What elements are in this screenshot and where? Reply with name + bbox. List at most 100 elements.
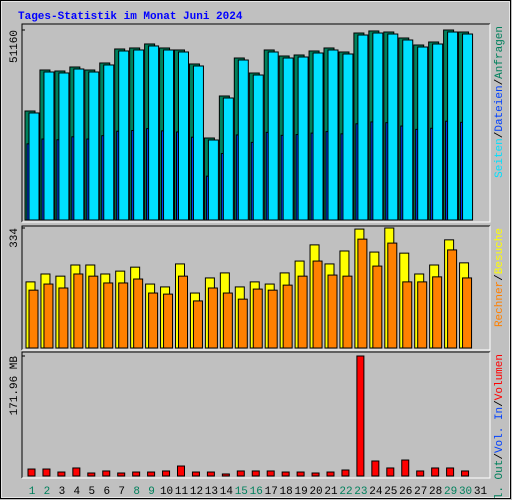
bar: [387, 242, 398, 349]
bar: [118, 50, 130, 221]
bar: [103, 282, 114, 349]
bar: [282, 57, 294, 221]
bar: [192, 65, 204, 221]
x-tick-label: 11: [175, 486, 189, 498]
x-tick-label: 10: [160, 486, 173, 498]
bar: [327, 49, 339, 221]
x-tick-label: 18: [280, 486, 293, 498]
bar: [27, 468, 36, 477]
bar: [133, 278, 144, 349]
x-tick-label: 15: [235, 486, 248, 498]
x-tick-label: 19: [294, 486, 307, 498]
x-tick-label: 30: [459, 486, 472, 498]
legend-separator: /: [494, 453, 506, 460]
bar: [266, 470, 275, 477]
bar: [402, 39, 414, 221]
bar: [372, 32, 384, 221]
bar: [326, 471, 335, 477]
x-tick-label: 27: [414, 486, 427, 498]
bar: [342, 275, 353, 349]
bar: [103, 64, 115, 221]
bar: [73, 273, 84, 349]
bar: [43, 283, 54, 349]
bar: [133, 49, 145, 221]
x-tick-label: 7: [118, 486, 125, 498]
bar: [222, 292, 233, 349]
bar: [432, 276, 443, 349]
legend-separator: /: [494, 274, 506, 281]
bar: [148, 292, 159, 349]
bar: [58, 72, 70, 221]
legend: Rechner/Besuche: [494, 228, 506, 327]
bar: [461, 470, 470, 477]
bar: [222, 97, 234, 221]
bar: [117, 472, 126, 477]
panel-bevel-dark: [21, 351, 490, 478]
bar: [206, 471, 215, 477]
bar: [342, 53, 354, 221]
x-tick-label: 12: [190, 486, 203, 498]
y-tick-label: 51160: [9, 30, 21, 63]
bar: [401, 459, 410, 477]
bar: [386, 467, 395, 477]
x-tick-label: 8: [133, 486, 140, 498]
bar: [73, 68, 85, 221]
bar: [282, 284, 293, 349]
bar: [163, 293, 174, 349]
bar: [191, 471, 200, 477]
bar: [341, 469, 350, 477]
legend: Seiten/Dateien/Anfragen: [494, 26, 506, 178]
bar: [163, 49, 175, 221]
x-tick-label: 25: [384, 486, 397, 498]
bar: [28, 289, 39, 349]
y-tick-label: 334: [9, 228, 21, 248]
bar: [387, 33, 399, 221]
bar: [462, 33, 474, 221]
bar: [251, 470, 260, 477]
x-tick-label: 4: [74, 486, 81, 498]
bar: [447, 249, 458, 349]
bar: [311, 472, 320, 477]
x-tick-label: 23: [354, 486, 367, 498]
x-tick-label: 1: [29, 486, 36, 498]
bar: [28, 112, 40, 221]
x-tick-label: 13: [205, 486, 218, 498]
bar: [118, 282, 129, 349]
bar: [236, 470, 245, 477]
bar: [431, 467, 440, 477]
panel-frame: [22, 352, 490, 478]
x-tick-label: 22: [339, 486, 352, 498]
x-tick-label: 28: [429, 486, 442, 498]
legend-separator: /: [494, 132, 506, 139]
x-tick-label: 2: [44, 486, 51, 498]
bar: [207, 139, 219, 221]
bar: [432, 43, 444, 221]
x-tick-label: 24: [369, 486, 383, 498]
bar: [87, 472, 96, 477]
x-tick-label: 31: [474, 486, 488, 498]
bar: [297, 275, 308, 349]
bar: [252, 74, 264, 221]
bar: [252, 288, 263, 349]
x-tick-label: 17: [265, 486, 278, 498]
bar: [178, 51, 189, 221]
x-tick-label: 5: [88, 486, 95, 498]
bar: [327, 274, 338, 349]
bar: [148, 45, 160, 221]
bar: [237, 298, 248, 349]
bar: [42, 468, 51, 477]
legend-entry: Dateien: [494, 85, 506, 131]
x-tick-label: 21: [324, 486, 338, 498]
legend-entry: Volumen: [494, 354, 506, 400]
bar: [447, 31, 459, 221]
bar: [356, 355, 365, 477]
legend-separator: /: [494, 79, 506, 86]
bar: [192, 300, 203, 349]
panel-bevel-light: [22, 352, 491, 479]
bar: [402, 281, 413, 349]
x-tick-label: 14: [220, 486, 234, 498]
bar: [417, 46, 429, 221]
bar: [57, 471, 66, 477]
